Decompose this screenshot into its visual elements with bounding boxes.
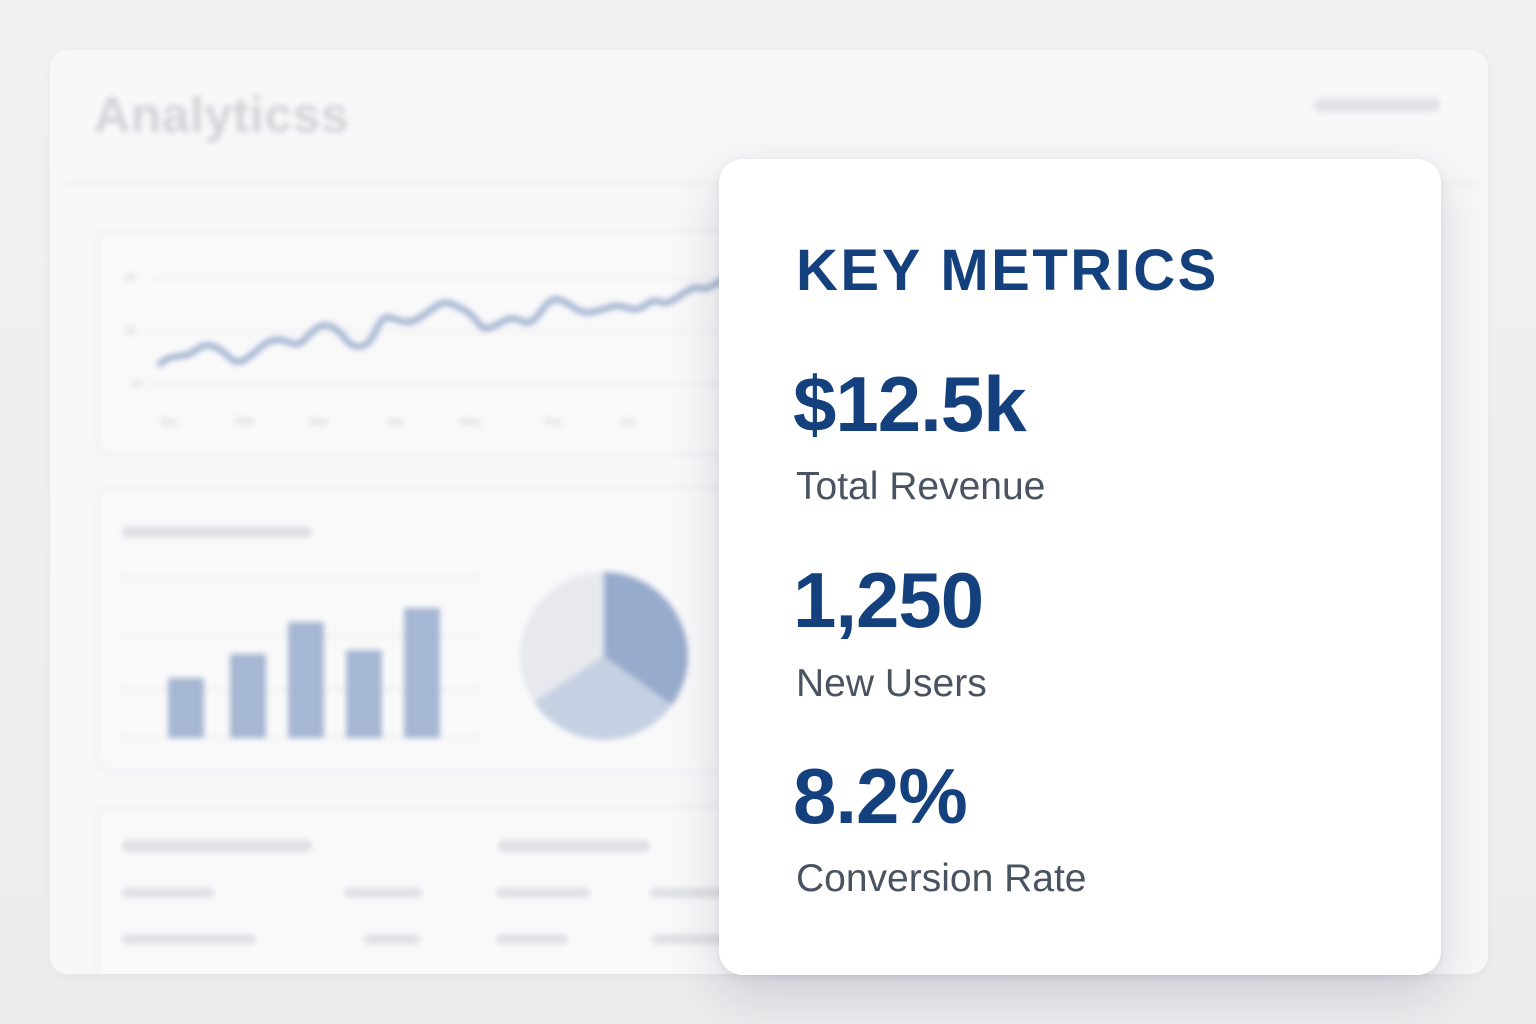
table-cell-placeholder (122, 888, 214, 898)
y-tick-label: 20 (124, 325, 137, 337)
x-tick-label: Mar (310, 416, 329, 428)
pie-slice (534, 656, 672, 740)
x-tick-label: Jan (160, 416, 178, 428)
bar-pie-graphic (120, 572, 688, 740)
panel-heading-placeholder (122, 526, 312, 538)
bar (288, 622, 324, 738)
total-revenue-label: Total Revenue (796, 465, 1046, 508)
x-tick-label: Jul (620, 416, 635, 428)
table-cell-placeholder (652, 934, 740, 944)
bar (168, 678, 204, 738)
dashboard-title: Analyticss (94, 87, 350, 143)
header-control-placeholder (1314, 98, 1440, 112)
bar (230, 654, 266, 738)
conversion-rate-value: 8.2% (793, 752, 968, 840)
table-cell-placeholder (364, 934, 420, 944)
bar (346, 650, 382, 738)
x-tick-label: Jun (544, 416, 562, 428)
table-cell-placeholder (344, 888, 422, 898)
line-series (157, 272, 779, 367)
table-cell-placeholder (122, 934, 256, 944)
new-users-label: New Users (796, 662, 987, 705)
conversion-rate-label: Conversion Rate (796, 857, 1087, 900)
card-title: KEY METRICS (796, 238, 1219, 303)
table-cell-placeholder (650, 888, 740, 898)
x-tick-label: May (460, 416, 481, 428)
table-header-placeholder (122, 840, 312, 852)
x-tick-label: Feb (235, 416, 254, 428)
y-tick-label: 10 (130, 378, 143, 390)
x-tick-label: Apr (387, 416, 405, 428)
total-revenue-value: $12.5k (793, 360, 1027, 448)
pie-slice (604, 572, 688, 705)
table-cell-placeholder (496, 934, 568, 944)
y-tick-label: 30 (124, 272, 137, 284)
key-metrics-card: KEY METRICS $12.5k Total Revenue 1,250 N… (719, 159, 1441, 975)
table-header-placeholder (498, 840, 650, 852)
new-users-value: 1,250 (793, 556, 984, 644)
table-cell-placeholder (496, 888, 590, 898)
bar (404, 608, 440, 738)
